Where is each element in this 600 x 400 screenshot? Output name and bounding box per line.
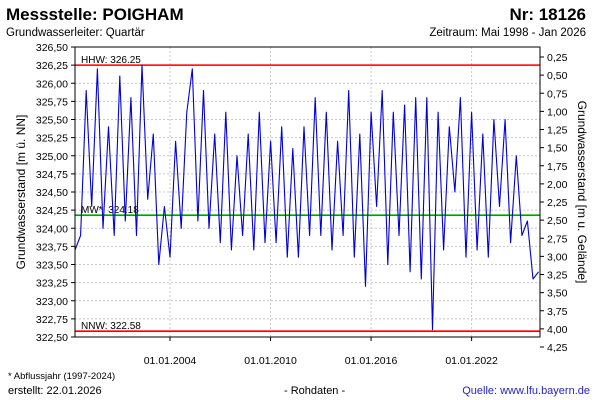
y-tick-label: 324,50 xyxy=(36,187,68,199)
y2-tick-label: 1,25 xyxy=(547,125,568,137)
x-tick-label: 01.01.2016 xyxy=(345,355,398,367)
y2-tick-label: 1,00 xyxy=(547,106,568,118)
y2-tick-label: 4,00 xyxy=(547,324,568,336)
y-tick-label: 322,50 xyxy=(36,332,68,344)
y2-tick-label: 3,00 xyxy=(547,251,568,263)
aquifer-label: Grundwasserleiter: Quartär xyxy=(6,27,145,39)
y2-tick-label: 0,75 xyxy=(547,88,568,100)
y2-tick-label: 1,50 xyxy=(547,143,568,155)
y2-tick-label: 2,50 xyxy=(547,215,568,227)
y2-tick-label: 2,75 xyxy=(547,233,568,245)
series-group xyxy=(74,64,540,331)
y-tick-label: 324,75 xyxy=(36,169,68,181)
y-tick-label: 323,50 xyxy=(36,260,68,272)
y-axis-left: 326,50 326,25 326,00 325,75 325,50 325,25 325,… xyxy=(36,42,75,344)
y2-tick-label: 3,75 xyxy=(547,306,568,318)
y-tick-label: 324,25 xyxy=(36,205,68,217)
y2-tick-label: 0,50 xyxy=(547,70,568,82)
y-axis-right-title: Grundwasserstand [m u. Gelände] xyxy=(575,101,589,284)
y-tick-label: 326,50 xyxy=(36,42,68,54)
y2-tick-label: 2,00 xyxy=(547,179,568,191)
hhw-label: HHW: 326.25 xyxy=(81,55,141,66)
x-axis: 01.01.2004 01.01.2010 01.01.2016 01.01.2022 xyxy=(144,337,498,367)
y-tick-label: 324,00 xyxy=(36,223,68,235)
x-tick-label: 01.01.2010 xyxy=(244,355,297,367)
y-tick-label: 325,50 xyxy=(36,115,68,127)
y2-tick-label: 1,75 xyxy=(547,161,568,173)
y-axis-right: 0,25 0,50 0,75 1,00 1,25 1,50 1,75 2,00 2,25 2,50… xyxy=(540,52,568,354)
y-tick-label: 325,00 xyxy=(36,151,68,163)
created-date: erstellt: 22.01.2026 xyxy=(8,385,102,397)
y2-tick-label: 3,25 xyxy=(547,270,568,282)
y2-tick-label: 4,25 xyxy=(547,342,568,354)
y-tick-label: 325,25 xyxy=(36,133,68,145)
mw-label: MW*: 324.18 xyxy=(81,205,139,216)
reference-lines: HHW: 326.25 MW*: 324.18 NNW: 322.58 xyxy=(75,55,540,332)
y-tick-label: 325,75 xyxy=(36,96,68,108)
source-link[interactable]: Quelle: www.lfu.bayern.de xyxy=(462,385,590,397)
y-tick-label: 323,75 xyxy=(36,241,68,253)
y-tick-label: 326,25 xyxy=(36,60,68,72)
footnote: * Abflussjahr (1997-2024) xyxy=(8,371,116,382)
raw-data-note: - Rohdaten - xyxy=(284,385,346,397)
x-tick-label: 01.01.2004 xyxy=(144,355,197,367)
series-line-groundwater xyxy=(74,64,540,331)
page-title: Messstelle: POIGHAM xyxy=(6,5,184,24)
y-tick-label: 322,75 xyxy=(36,314,68,326)
x-tick-label: 01.01.2022 xyxy=(445,355,498,367)
y2-tick-label: 3,50 xyxy=(547,288,568,300)
y-tick-label: 323,25 xyxy=(36,278,68,290)
station-number: Nr: 18126 xyxy=(509,5,586,24)
y2-tick-label: 2,25 xyxy=(547,197,568,209)
y-axis-left-title: Grundwasserstand [m ü. NN] xyxy=(14,115,28,270)
period-label: Zeitraum: Mai 1998 - Jan 2026 xyxy=(429,27,586,39)
nnw-label: NNW: 322.58 xyxy=(81,321,141,332)
y-tick-label: 323,00 xyxy=(36,296,68,308)
y2-tick-label: 0,25 xyxy=(547,52,568,64)
y-tick-label: 326,00 xyxy=(36,78,68,90)
